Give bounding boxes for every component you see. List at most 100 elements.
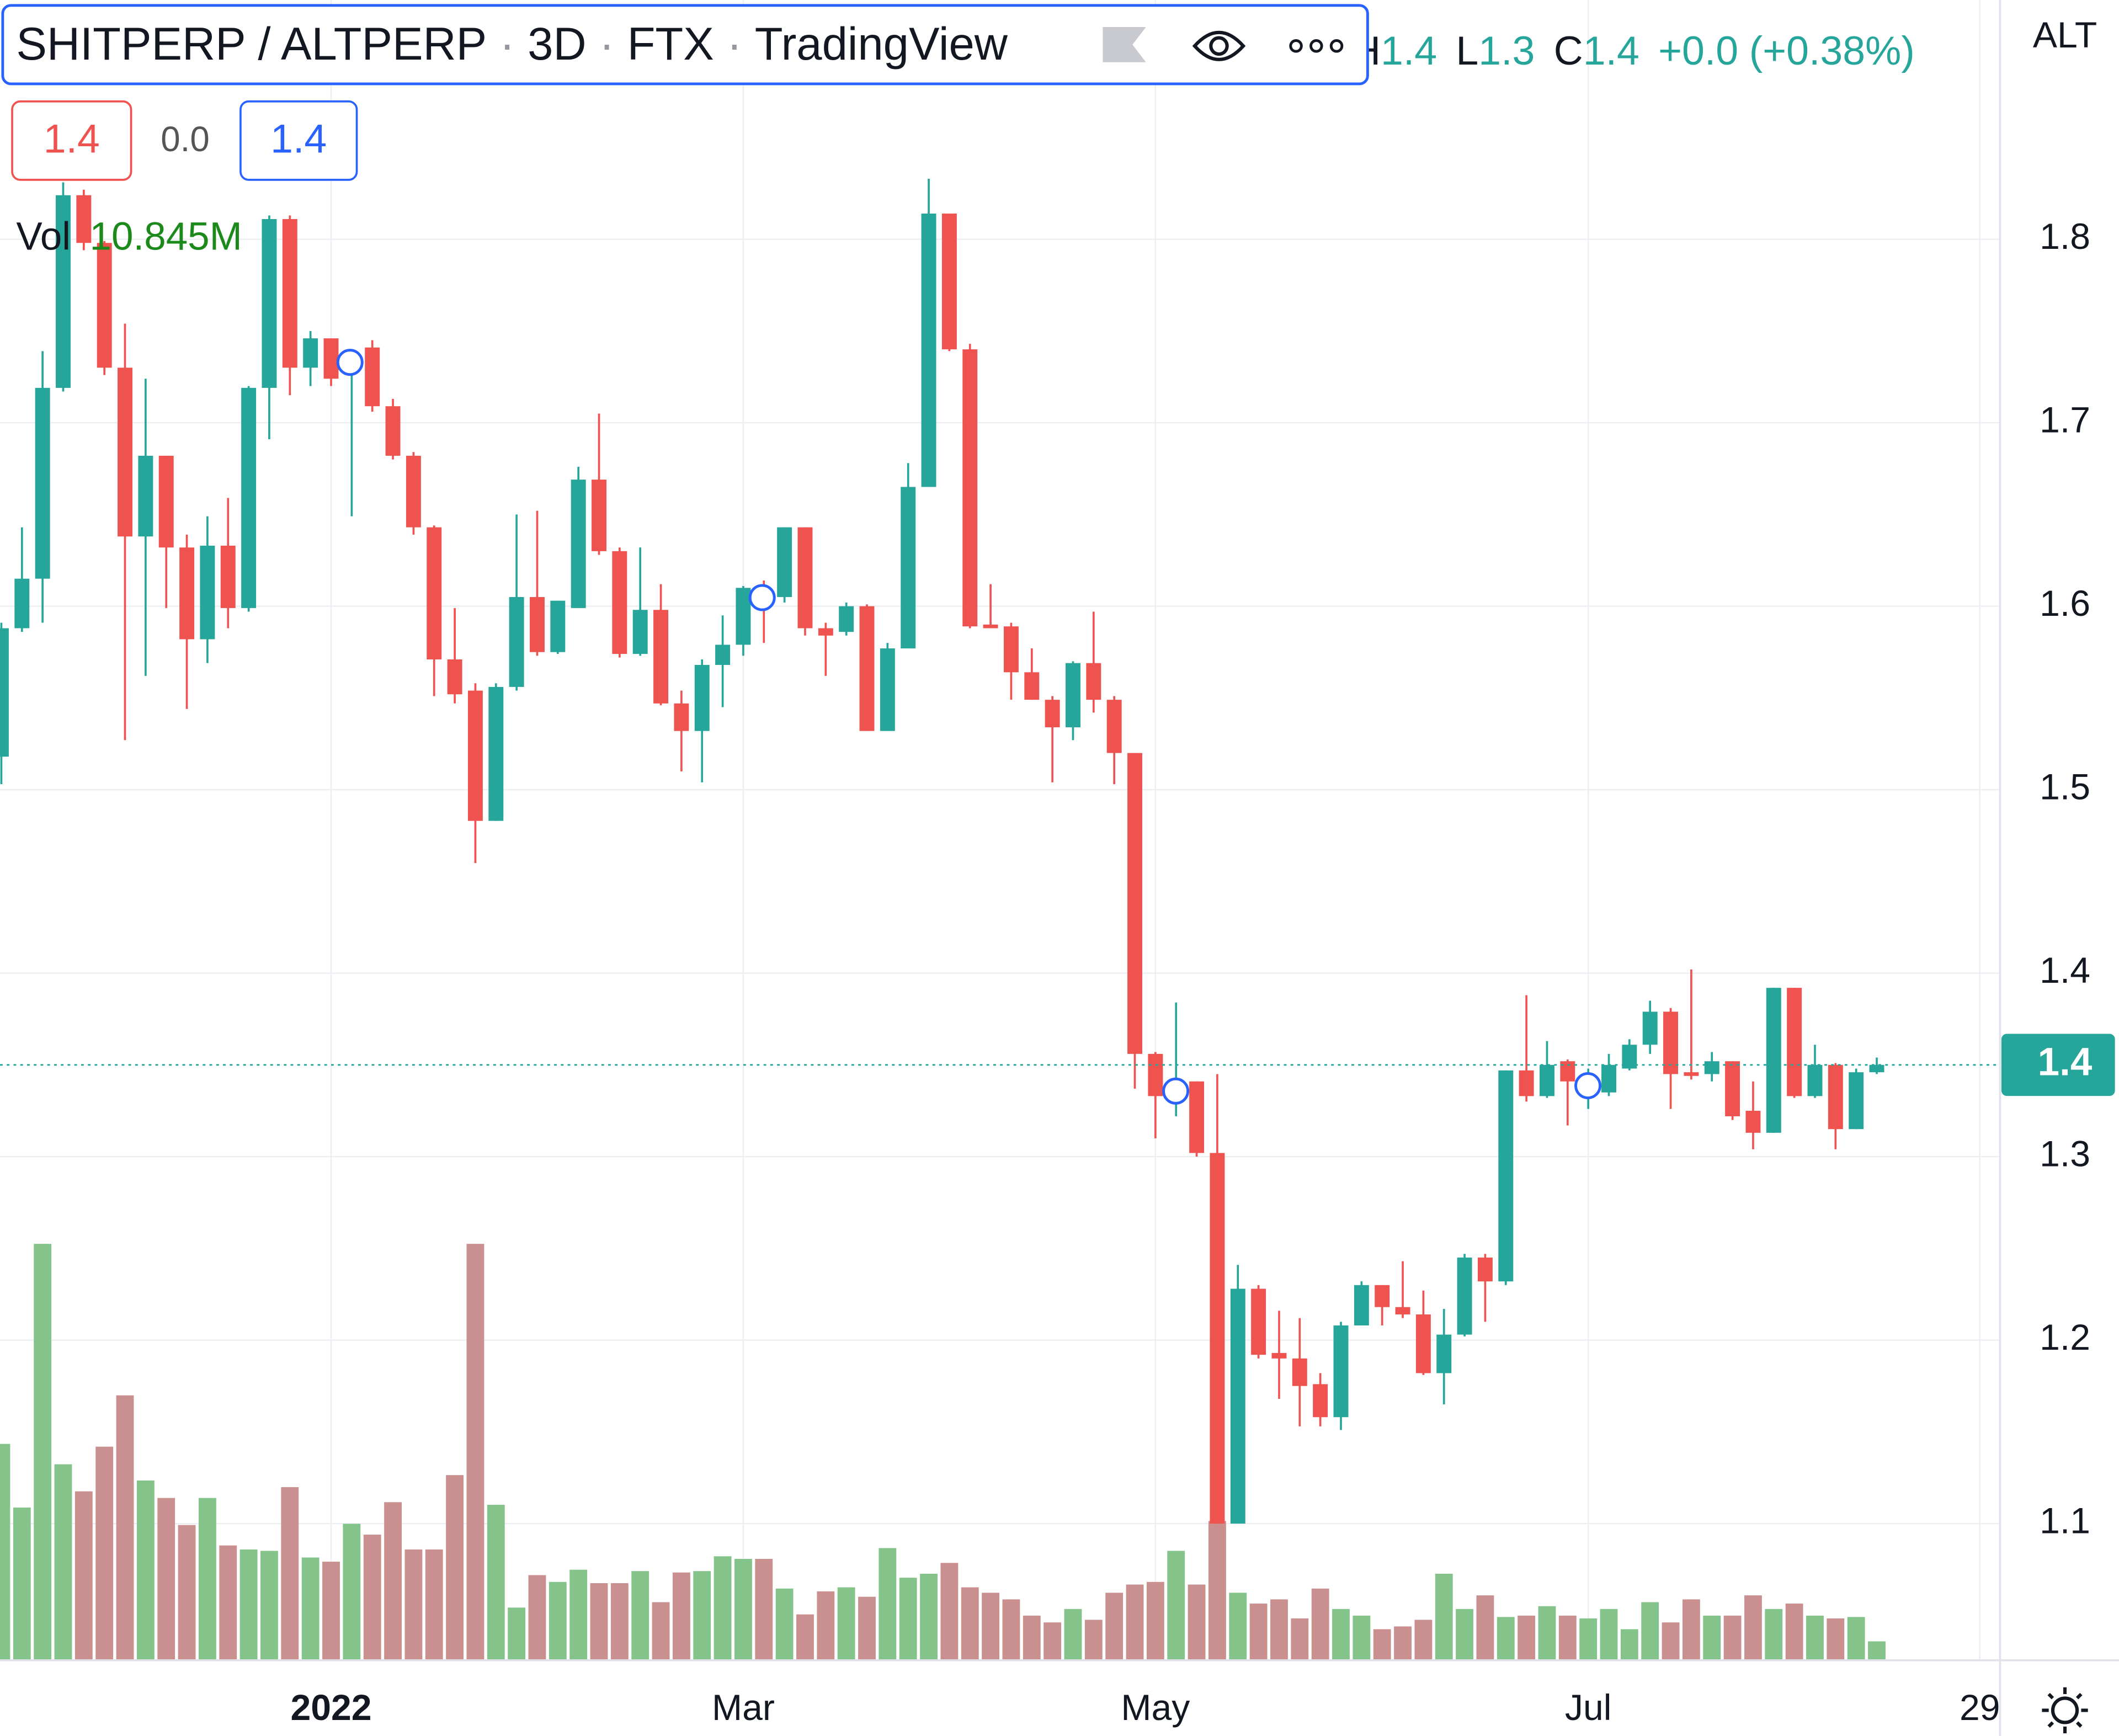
candle-body (1210, 1153, 1225, 1524)
candle-body (303, 338, 318, 368)
y-tick-label: 1.7 (2040, 400, 2090, 441)
volume-bar (1600, 1609, 1618, 1660)
volume-bar (693, 1571, 711, 1660)
x-tick-label: May (1121, 1687, 1190, 1728)
change: +0.0 (1658, 28, 1738, 73)
candle-body (941, 214, 957, 350)
buy-button[interactable] (239, 100, 358, 181)
more-icon[interactable] (1289, 39, 1344, 53)
volume-bar (54, 1464, 72, 1660)
volume-bar (1641, 1602, 1659, 1660)
event-marker[interactable] (1574, 1072, 1602, 1099)
volume-bar (610, 1583, 629, 1660)
candle-body (1313, 1384, 1328, 1418)
y-tick-label: 1.4 (2040, 950, 2090, 991)
volume-bar (1146, 1581, 1164, 1660)
candle-body (1642, 1011, 1658, 1045)
candle-body (1601, 1064, 1616, 1093)
volume-bar (74, 1491, 93, 1660)
volume-bar (899, 1578, 917, 1660)
x-tick-label: 2022 (290, 1687, 371, 1728)
change-pct: (+0.38%) (1749, 28, 1915, 73)
volume-bar (920, 1573, 938, 1660)
separator: · (599, 18, 615, 70)
volume-bar (1435, 1573, 1453, 1660)
candle-body (983, 624, 998, 629)
separator: · (499, 18, 515, 70)
candle-body (1333, 1325, 1349, 1418)
volume-bar (508, 1607, 526, 1660)
exchange: FTX (627, 18, 714, 70)
event-marker[interactable] (748, 584, 776, 611)
volume-bar (858, 1596, 876, 1660)
candle-body (1086, 663, 1101, 700)
y-tick-label: 1.1 (2040, 1501, 2090, 1542)
volume-bar (1002, 1599, 1020, 1660)
volume-bar (1744, 1595, 1762, 1660)
volume-bar (34, 1244, 52, 1660)
candle-body (509, 597, 524, 687)
candle-body (179, 547, 195, 640)
volume-legend: Vol 10.845M (16, 215, 242, 258)
candle-body (323, 338, 339, 379)
event-marker[interactable] (1162, 1077, 1190, 1105)
eye-icon[interactable] (1192, 30, 1246, 61)
volume-bar (837, 1587, 855, 1660)
ohlc-value: 1.3 (1478, 28, 1535, 73)
candle-body (488, 686, 504, 821)
volume-bar (260, 1551, 278, 1660)
candle-body (427, 527, 442, 660)
y-tick-label: 1.8 (2040, 216, 2090, 257)
x-tick-label: 29 (1960, 1687, 2000, 1728)
y-tick-label: 1.3 (2040, 1134, 2090, 1175)
candle-body (818, 628, 833, 636)
volume-bar (796, 1614, 814, 1660)
candle-body (550, 600, 566, 652)
volume-pane (0, 1244, 1886, 1660)
volume-bar (1332, 1609, 1350, 1660)
volume-bar (961, 1587, 979, 1660)
flag-icon[interactable] (1103, 27, 1146, 62)
volume-bar (1188, 1584, 1206, 1660)
volume-bar (1662, 1622, 1680, 1660)
sell-button[interactable] (11, 100, 132, 181)
candle-body (859, 606, 875, 731)
candle-body (1415, 1314, 1431, 1373)
candle-body (1106, 700, 1122, 753)
volume-bar (1291, 1618, 1309, 1660)
volume-bar (1167, 1551, 1185, 1660)
volume-bar (219, 1545, 237, 1660)
candle-body (365, 347, 380, 407)
ohlc-key: C (1554, 28, 1583, 73)
candle-body (467, 690, 483, 821)
volume-bar (1847, 1617, 1865, 1660)
candle-body (1024, 672, 1040, 700)
candle-body (1766, 988, 1781, 1133)
candle-body (406, 455, 421, 528)
volume-bar (1620, 1629, 1638, 1660)
volume-bar (1394, 1626, 1412, 1660)
candle-body (1519, 1070, 1534, 1096)
candle-body (200, 545, 215, 640)
volume-bar (1270, 1599, 1288, 1660)
candle-body (736, 588, 751, 645)
volume-bar (982, 1593, 1000, 1660)
volume-bar (1868, 1641, 1886, 1660)
candle-body (385, 406, 401, 456)
settings-icon[interactable] (2042, 1687, 2088, 1734)
volume-bar (1765, 1609, 1783, 1660)
volume-bar (384, 1502, 402, 1660)
volume-bar (446, 1475, 464, 1660)
event-marker[interactable] (336, 349, 364, 376)
source: TradingView (755, 18, 1008, 70)
volume-bar (1476, 1595, 1494, 1660)
ohlc-value: 1.4 (1583, 28, 1639, 73)
candle-body (694, 664, 710, 731)
volume-bar (1456, 1609, 1473, 1660)
volume-bar (1353, 1615, 1371, 1660)
candle-body (76, 195, 92, 243)
symbol-box[interactable] (1, 4, 1369, 86)
candle-body (530, 597, 545, 652)
candle-body (1436, 1334, 1452, 1373)
